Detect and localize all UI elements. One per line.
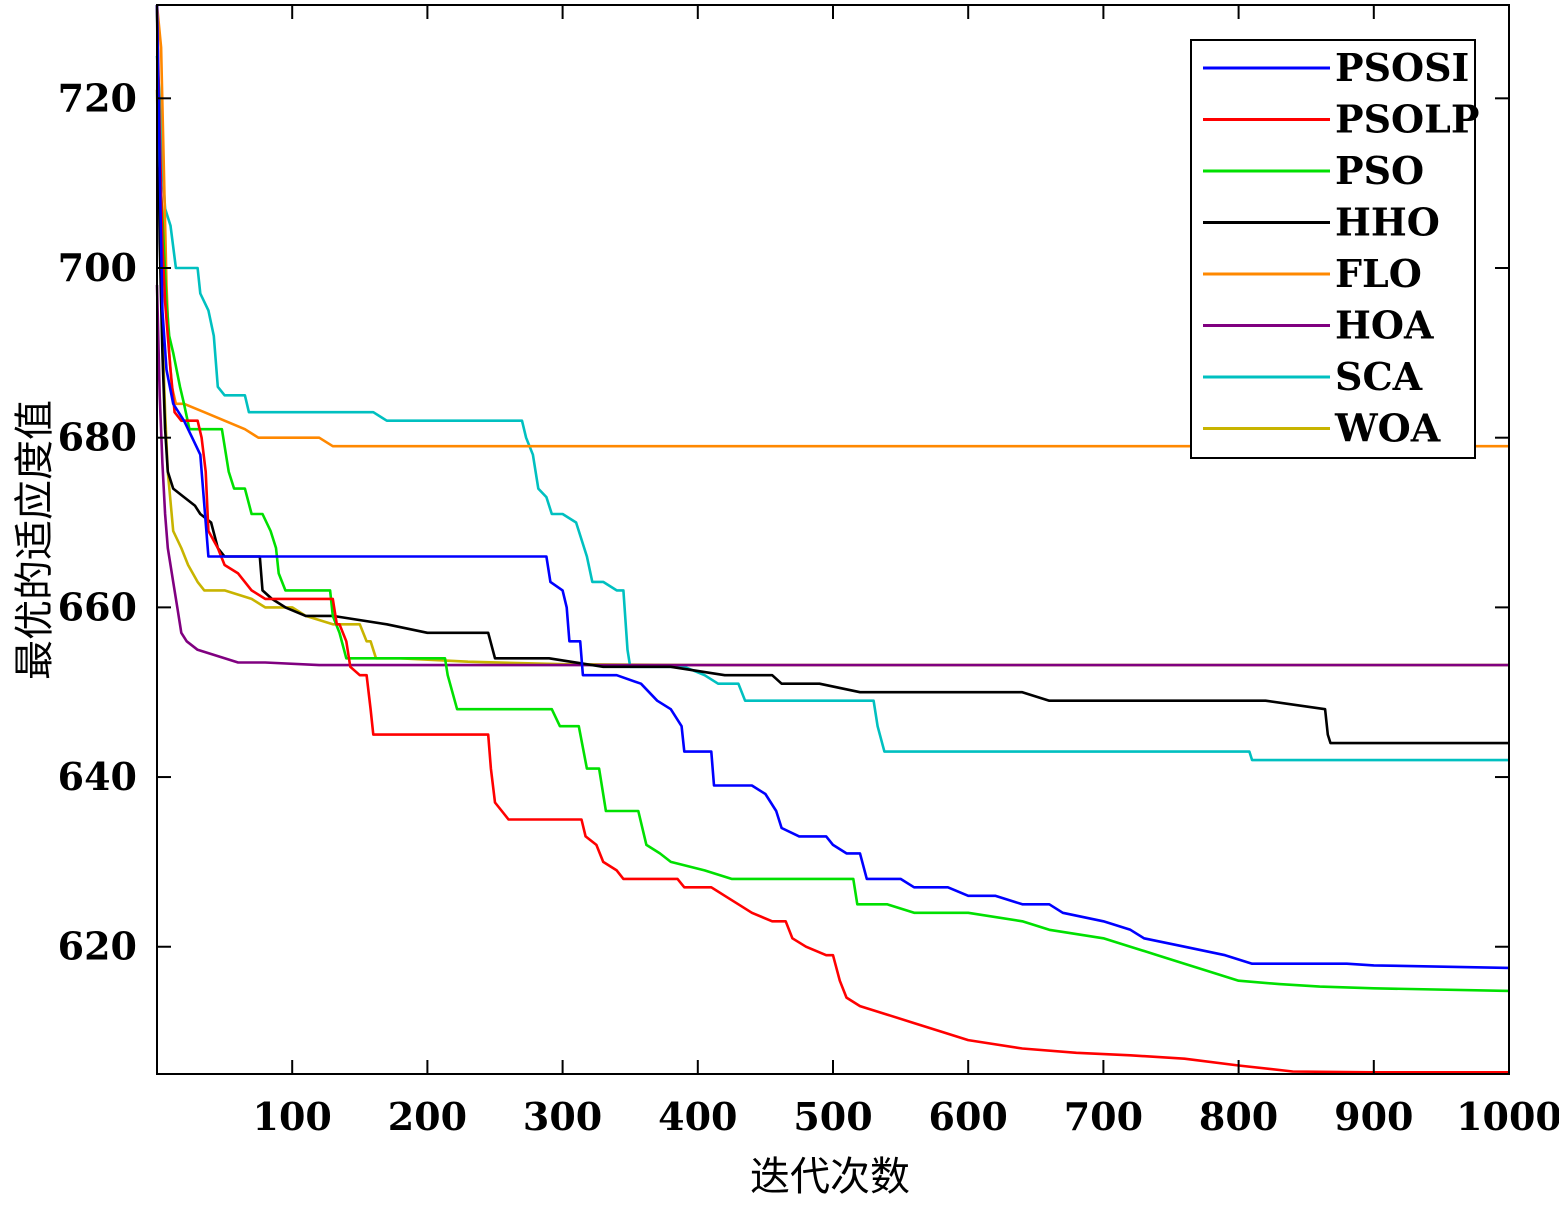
x-tick-label: 500: [793, 1094, 872, 1139]
x-axis-title: 迭代次数: [750, 1154, 910, 1200]
y-tick-label: 720: [58, 75, 137, 120]
series-line-hoa: [155, 284, 1509, 667]
legend-label-flo: FLO: [1335, 251, 1422, 296]
x-tick-label: 800: [1199, 1094, 1278, 1139]
x-tick-label: 1000: [1456, 1094, 1559, 1139]
legend-label-sca: SCA: [1335, 354, 1423, 399]
y-tick-label: 680: [58, 415, 137, 460]
x-tick-label: 700: [1064, 1094, 1143, 1139]
x-tick-label: 200: [388, 1094, 467, 1139]
legend-items: PSOSI PSOLP PSO HHO FLO HOA SCA WOA: [1203, 45, 1479, 451]
tick-layer: 100 200 300 400 500 600 700 800 900 1000 620 640 660…: [58, 5, 1559, 1139]
y-tick-label: 640: [58, 754, 137, 799]
legend: PSOSI PSOLP PSO HHO FLO HOA SCA WOA: [1190, 39, 1479, 459]
series-line-hho: [155, 4, 1509, 745]
y-axis-title: 最优的适应度值: [12, 400, 58, 680]
series-line-woa: [155, 89, 1509, 667]
x-tick-label: 900: [1334, 1094, 1413, 1139]
legend-label-woa: WOA: [1334, 406, 1441, 451]
y-tick-label: 660: [58, 584, 137, 629]
y-tick-label: 700: [58, 245, 137, 290]
y-tick-label: 620: [58, 924, 137, 969]
legend-label-psosi: PSOSI: [1335, 45, 1469, 90]
series-line-psolp: [155, 4, 1509, 1074]
legend-label-hho: HHO: [1335, 200, 1440, 245]
legend-label-pso: PSO: [1335, 148, 1424, 193]
x-tick-label: 100: [253, 1094, 332, 1139]
series-line-pso: [155, 4, 1510, 993]
x-tick-label: 300: [523, 1094, 602, 1139]
x-tick-label: 600: [929, 1094, 1008, 1139]
legend-label-hoa: HOA: [1335, 303, 1434, 348]
series-line-sca: [155, 55, 1509, 762]
x-tick-label: 400: [658, 1094, 737, 1139]
legend-label-psolp: PSOLP: [1335, 97, 1479, 142]
legend-box: [1190, 39, 1476, 459]
series-line-psosi: [155, 4, 1510, 970]
series-layer: [155, 4, 1510, 1074]
